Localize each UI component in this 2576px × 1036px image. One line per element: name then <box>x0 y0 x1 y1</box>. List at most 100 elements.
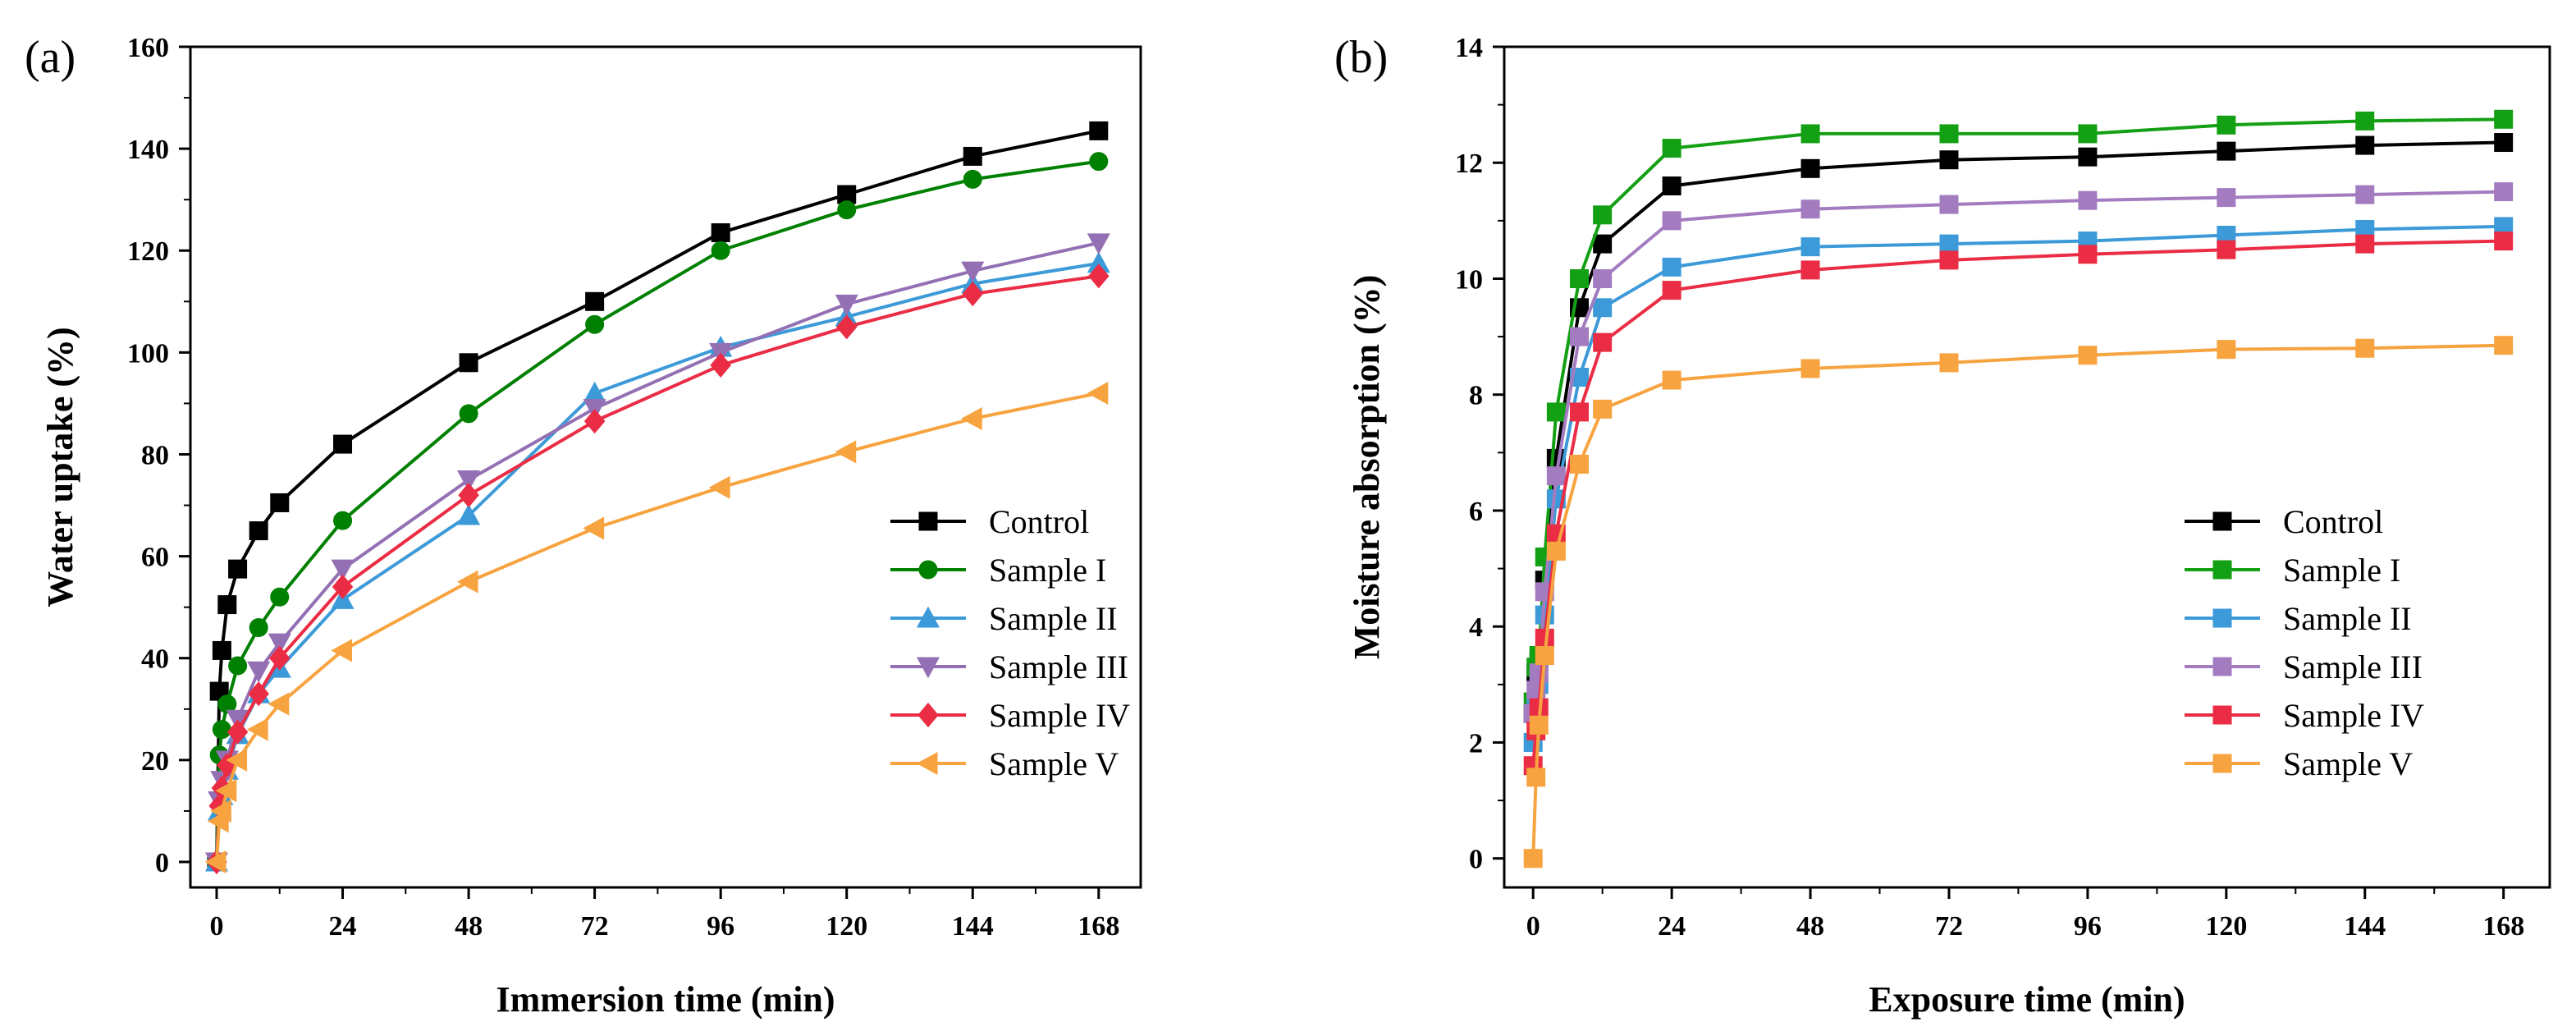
y-tick-label: 20 <box>141 746 169 777</box>
legend-label: Sample IV <box>989 697 1130 734</box>
data-point <box>249 521 268 541</box>
series-sample-iii <box>204 233 1110 874</box>
x-tick-label: 144 <box>2344 911 2386 942</box>
data-point <box>1800 237 1820 257</box>
y-tick-label: 80 <box>141 440 169 470</box>
y-tick-label: 10 <box>1455 264 1483 295</box>
legend-marker <box>917 702 939 728</box>
data-point <box>2355 234 2375 254</box>
data-point <box>1523 849 1543 869</box>
data-point <box>458 483 479 508</box>
y-tick-label: 14 <box>1455 33 1483 63</box>
y-tick-label: 12 <box>1455 149 1483 179</box>
data-point <box>2355 338 2375 358</box>
panel-label: (a) <box>25 32 75 83</box>
data-point <box>1535 646 1554 666</box>
data-point <box>1662 211 1681 231</box>
data-point <box>2078 124 2098 144</box>
data-point <box>1939 250 1959 270</box>
y-axis-label: Water uptake (%) <box>40 327 80 607</box>
data-point <box>1939 353 1959 373</box>
y-tick-label: 4 <box>1469 612 1483 643</box>
data-point <box>2355 111 2375 131</box>
y-tick-label: 160 <box>127 33 169 63</box>
x-tick-label: 24 <box>329 911 357 942</box>
series-line <box>1531 343 2504 859</box>
legend-label: Sample II <box>989 600 1118 637</box>
data-point <box>246 717 268 741</box>
series-sample-i <box>207 152 1109 872</box>
panel-a-water-uptake: 0 24 48 72 96 120 144 168 0 20 40 60 80 100 120 140 160 I… <box>25 32 1142 1020</box>
data-point <box>2217 141 2236 161</box>
data-point <box>212 640 231 660</box>
y-tick-label: 0 <box>1469 845 1483 875</box>
legend-label: Sample V <box>989 745 1119 782</box>
data-point <box>1593 268 1613 288</box>
data-point <box>835 294 858 316</box>
data-point <box>204 850 226 874</box>
y-tick-label: 2 <box>1469 728 1483 759</box>
series-sample-iv <box>206 264 1110 875</box>
x-tick-label: 120 <box>826 911 867 942</box>
plot-frame <box>189 45 1142 889</box>
data-point <box>2494 182 2514 202</box>
data-point <box>1593 298 1613 318</box>
data-point <box>1800 158 1820 178</box>
series-line <box>215 241 1100 863</box>
data-point <box>331 559 355 581</box>
data-point <box>459 404 478 424</box>
legend-label: Sample II <box>2283 600 2412 637</box>
x-tick-label: 48 <box>455 911 483 942</box>
data-point <box>583 516 605 540</box>
data-point <box>1087 233 1110 255</box>
data-point <box>1546 466 1566 486</box>
data-point <box>1570 454 1590 474</box>
data-point <box>457 470 481 492</box>
data-point <box>2494 336 2514 355</box>
x-tick-label: 96 <box>707 911 734 942</box>
legend-marker <box>2212 705 2232 725</box>
data-point <box>2494 133 2514 153</box>
data-point <box>1529 715 1549 735</box>
legend-label: Control <box>2283 503 2383 540</box>
legend-marker <box>916 751 938 776</box>
legend-marker <box>918 511 938 531</box>
data-point <box>2355 135 2375 155</box>
x-tick-label: 168 <box>2482 911 2524 942</box>
legend-marker <box>2212 560 2232 580</box>
y-tick-label: 60 <box>141 543 169 573</box>
data-point <box>585 291 605 311</box>
data-point <box>835 440 857 464</box>
series-sample-v <box>1523 336 2514 869</box>
data-point <box>270 493 290 512</box>
data-point <box>332 574 354 599</box>
data-point <box>1593 234 1613 254</box>
panel-label: (b) <box>1334 32 1388 83</box>
data-point <box>1593 205 1613 225</box>
data-point <box>457 503 481 525</box>
data-point <box>249 617 268 637</box>
x-tick-label: 72 <box>581 911 609 942</box>
x-axis-label: Immersion time (min) <box>496 979 835 1020</box>
data-point <box>333 434 353 454</box>
data-point <box>226 719 249 745</box>
series-line <box>215 392 1100 863</box>
data-point <box>585 314 605 334</box>
legend-marker <box>2212 754 2232 773</box>
data-point <box>1939 150 1959 170</box>
data-point <box>962 281 984 307</box>
legend-marker <box>918 560 938 580</box>
data-point <box>1662 370 1681 390</box>
data-point <box>247 661 271 683</box>
x-tick-label: 96 <box>2074 911 2102 942</box>
data-point <box>270 587 290 607</box>
data-point <box>1089 152 1109 172</box>
y-tick-label: 6 <box>1469 497 1483 527</box>
data-point <box>456 570 478 594</box>
legend-label: Sample V <box>2283 745 2413 782</box>
series-control <box>207 121 1109 872</box>
data-point <box>708 475 730 499</box>
data-point <box>2217 115 2236 135</box>
